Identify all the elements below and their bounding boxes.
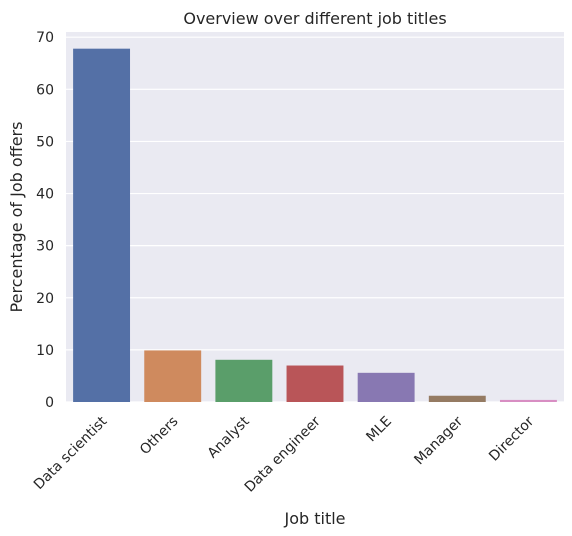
y-axis-title: Percentage of Job offers [7, 122, 26, 313]
x-tick-label: Analyst [205, 413, 253, 461]
bar-data-engineer [286, 365, 344, 402]
y-tick-label: 60 [36, 82, 54, 98]
bars [73, 48, 557, 402]
bar-others [144, 350, 202, 402]
x-tick-label: Manager [411, 413, 466, 468]
plot-area [66, 32, 564, 402]
x-axis-title: Job title [283, 509, 345, 528]
bar-manager [428, 395, 486, 402]
y-tick-label: 70 [36, 30, 54, 46]
bar-mle [357, 372, 415, 402]
bar-analyst [215, 359, 273, 402]
y-tick-label: 10 [36, 343, 54, 359]
y-tick-label: 0 [45, 395, 54, 411]
y-tick-label: 20 [36, 291, 54, 307]
x-tick-label: MLE [363, 414, 395, 446]
chart-title: Overview over different job titles [183, 9, 446, 28]
bar-director [499, 399, 557, 402]
x-tick-label: Director [486, 413, 537, 464]
x-tick-label: Data scientist [31, 413, 111, 493]
x-tick-label: Data engineer [242, 413, 324, 495]
grid-lines [66, 36, 564, 403]
y-tick-label: 50 [36, 134, 54, 150]
x-tick-label: Others [137, 414, 182, 459]
y-tick-labels: 0 10 20 30 40 50 60 70 [36, 30, 54, 411]
bar-data-scientist [73, 48, 131, 402]
y-tick-label: 40 [36, 187, 54, 203]
y-tick-label: 30 [36, 239, 54, 255]
